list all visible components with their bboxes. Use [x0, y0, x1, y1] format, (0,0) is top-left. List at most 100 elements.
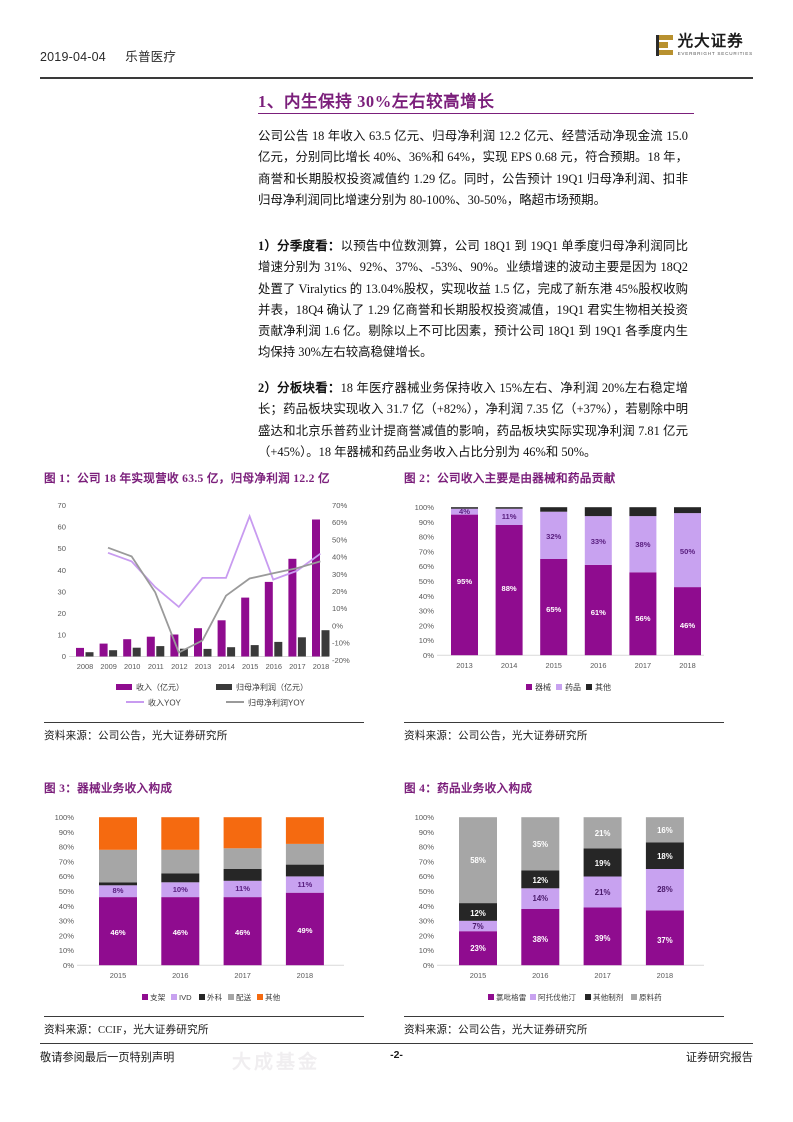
svg-text:2011: 2011: [148, 662, 164, 671]
svg-text:10: 10: [58, 631, 66, 640]
fig4-legend-label-3: 原料药: [639, 992, 662, 1002]
svg-text:2015: 2015: [242, 662, 258, 671]
fig3-label-0-2: 46%: [235, 928, 250, 937]
svg-text:30%: 30%: [419, 917, 434, 926]
svg-text:2018: 2018: [313, 662, 329, 671]
figure-3-source: 资料来源：CCIF，光大证券研究所: [44, 1025, 209, 1037]
figure-4-title: 图 4：药品业务收入构成: [404, 782, 533, 795]
svg-text:2008: 2008: [77, 662, 93, 671]
svg-text:90%: 90%: [419, 828, 434, 837]
fig4-legend-label-0: 氯吡格雷: [496, 992, 527, 1002]
svg-text:2017: 2017: [234, 971, 250, 980]
fig2-x-axis-ticks: 2013 2014 2015 2016 2017 2018: [456, 661, 695, 670]
svg-text:70: 70: [58, 501, 66, 510]
fig4-label-0-2: 39%: [595, 934, 611, 943]
fig4-label-3-1: 35%: [532, 840, 548, 849]
svg-text:2014: 2014: [218, 662, 234, 671]
fig3-legend-label-1: IVD: [179, 993, 192, 1002]
fig4-label-1-1: 14%: [532, 894, 548, 903]
svg-text:40: 40: [58, 566, 66, 575]
fig1-legend: 收入（亿元） 归母净利润（亿元） 收入YOY 归母净利润YOY: [116, 682, 308, 708]
fig2-label-1-5: 50%: [680, 547, 695, 556]
logo-text: 光大证券 EVERBRIGHT SECURITIES: [678, 34, 753, 57]
figure-2: 图 2：公司收入主要是由器械和药品贡献 100% 90% 80% 70% 60%…: [404, 470, 724, 743]
svg-text:40%: 40%: [59, 902, 74, 911]
fig4-legend-label-1: 阿托伐他汀: [538, 992, 576, 1002]
svg-text:0: 0: [62, 652, 66, 661]
fig4-label-2-0: 12%: [470, 909, 486, 918]
fig3-x-axis-ticks: 2015 2016 2017 2018: [110, 971, 313, 980]
svg-text:90%: 90%: [59, 828, 74, 837]
figure-1: 图 1：公司 18 年实现营收 63.5 亿，归母净利润 12.2 亿 70 6…: [44, 470, 364, 743]
fig2-legend-label-1: 药品: [565, 682, 581, 692]
fig2-label-1-2: 32%: [546, 532, 561, 541]
svg-text:2017: 2017: [289, 662, 305, 671]
svg-text:80%: 80%: [419, 843, 434, 852]
fig4-label-0-3: 37%: [657, 936, 673, 945]
fig2-y-axis-ticks: 100% 90% 80% 70% 60% 50% 40% 30% 20% 10%…: [415, 503, 435, 660]
figure-1-divider: [44, 722, 364, 724]
fig1-legend-label-0: 收入（亿元）: [136, 682, 184, 692]
fig1-x-axis-ticks: 2008 2009 2010 2011 2012 2013 2014 2015 …: [77, 662, 329, 671]
svg-text:50%: 50%: [419, 887, 434, 896]
figure-4-divider: [404, 1016, 724, 1018]
svg-text:50%: 50%: [59, 887, 74, 896]
svg-text:30%: 30%: [332, 570, 347, 579]
fig1-right-axis-ticks: 70% 60% 50% 40% 30% 20% 10% 0% -10% -20%: [332, 501, 350, 665]
fig1-legend-label-3: 归母净利润YOY: [248, 698, 306, 708]
svg-text:60%: 60%: [419, 872, 434, 881]
svg-text:2015: 2015: [545, 661, 561, 670]
fig3-legend-label-0: 支架: [150, 992, 166, 1002]
svg-text:20%: 20%: [59, 931, 74, 940]
fig2-label-1-3: 33%: [591, 537, 606, 546]
svg-text:2016: 2016: [172, 971, 188, 980]
figure-3-divider: [44, 1016, 364, 1018]
svg-text:60%: 60%: [419, 562, 434, 571]
fig2-legend-label-2: 其他: [595, 682, 611, 692]
footer-disclaimer: 敬请参阅最后一页特别声明: [40, 1052, 175, 1064]
paragraph-3: 2）分板块看：18 年医疗器械业务保持收入 15%左右、净利润 20%左右稳定增…: [258, 381, 688, 459]
svg-text:2016: 2016: [532, 971, 548, 980]
fig4-label-0-1: 38%: [532, 935, 548, 944]
svg-text:2018: 2018: [657, 971, 673, 980]
svg-text:70%: 70%: [59, 857, 74, 866]
fig4-label-1-0: 7%: [472, 922, 483, 931]
fig2-label-0-0: 95%: [457, 577, 472, 586]
svg-text:-10%: -10%: [332, 639, 350, 648]
figure-1-source: 资料来源：公司公告，光大证券研究所: [44, 731, 228, 743]
fig3-label-0-0: 46%: [110, 928, 125, 937]
figure-2-title: 图 2：公司收入主要是由器械和药品贡献: [404, 472, 616, 485]
fig4-stacks: 23% 7% 12% 58% 38% 14% 12% 35%: [459, 817, 684, 966]
svg-text:40%: 40%: [332, 553, 347, 562]
figure-3: 图 3：器械业务收入构成 100% 90% 80% 70% 60% 50% 40…: [44, 780, 364, 1037]
footer-report-type: 证券研究报告: [685, 1052, 753, 1064]
fig3-legend: 支架 IVD 外科 配送 其他: [142, 992, 281, 1002]
svg-text:20%: 20%: [419, 931, 434, 940]
svg-text:0%: 0%: [423, 651, 434, 660]
svg-text:50%: 50%: [332, 535, 347, 544]
fig4-legend-label-2: 其他制剂: [593, 992, 623, 1002]
svg-text:2013: 2013: [456, 661, 472, 670]
page-number: -2-: [390, 1049, 403, 1061]
fig2-legend-label-0: 器械: [535, 682, 551, 692]
svg-text:2014: 2014: [501, 661, 517, 670]
svg-text:10%: 10%: [419, 636, 434, 645]
svg-text:100%: 100%: [55, 813, 75, 822]
header-meta: 2019-04-04 乐普医疗: [40, 46, 176, 65]
fig4-label-0-0: 23%: [470, 944, 486, 953]
svg-text:60: 60: [58, 523, 66, 532]
svg-text:70%: 70%: [419, 857, 434, 866]
fig2-svg: 100% 90% 80% 70% 60% 50% 40% 30% 20% 10%…: [415, 503, 704, 692]
figure-1-title: 图 1：公司 18 年实现营收 63.5 亿，归母净利润 12.2 亿: [44, 472, 330, 485]
svg-text:2016: 2016: [590, 661, 606, 670]
figure-3-title: 图 3：器械业务收入构成: [44, 782, 173, 795]
page-footer: 敬请参阅最后一页特别声明 -2- 证券研究报告: [40, 1049, 753, 1069]
svg-text:-20%: -20%: [332, 656, 350, 665]
svg-text:60%: 60%: [59, 872, 74, 881]
fig2-label-0-4: 56%: [635, 614, 650, 623]
figure-1-chart: 70 60 50 40 30 20 10 0 70% 60% 50% 40% 3…: [44, 494, 364, 722]
fig4-legend: 氯吡格雷 阿托伐他汀 其他制剂 原料药: [488, 992, 662, 1002]
svg-text:50: 50: [58, 544, 66, 553]
fig3-y-axis-ticks: 100% 90% 80% 70% 60% 50% 40% 30% 20% 10%…: [55, 813, 75, 970]
fig4-label-2-2: 19%: [595, 859, 611, 868]
